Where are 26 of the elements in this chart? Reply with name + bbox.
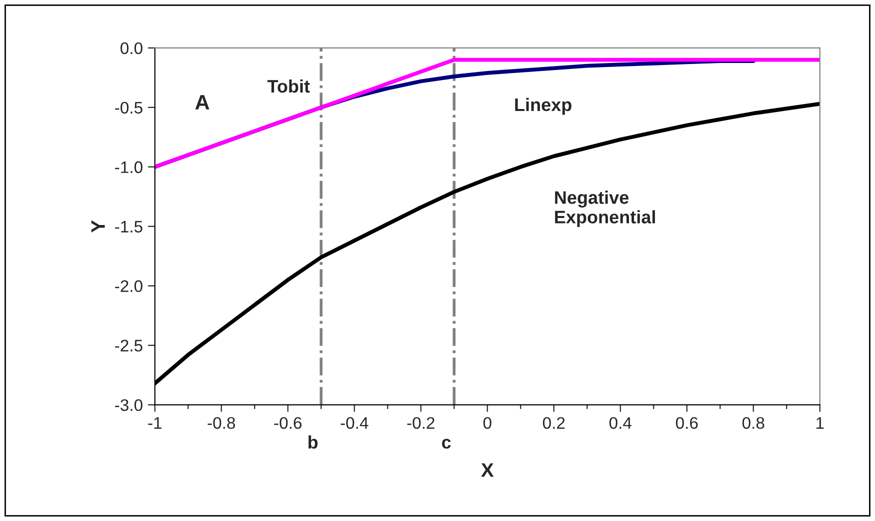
annotation: A [195, 95, 210, 110]
x-tick-label: -0.8 [208, 417, 236, 429]
x-tick-label: 1 [816, 417, 824, 429]
y-tick-label: -2.5 [115, 340, 142, 352]
x-tick-label: 0.2 [542, 417, 565, 429]
x-tick-label: -1 [148, 417, 162, 429]
ref-line-label: c [442, 438, 451, 449]
y-tick-label: -3.0 [115, 399, 142, 412]
annotation: Linexp [515, 98, 572, 115]
y-tick-label: -2.0 [115, 280, 142, 292]
y-tick-label: -0.5 [115, 102, 142, 114]
x-tick-label: -0.4 [340, 417, 368, 429]
y-tick-label: -1.0 [115, 161, 142, 174]
x-tick-label: 0.8 [742, 417, 764, 429]
x-tick-label: -0.6 [274, 417, 302, 429]
annotation: Tobit [267, 79, 310, 93]
y-tick-label: -1.5 [115, 220, 142, 233]
ref-line-label: b [308, 435, 318, 449]
x-axis-title: X [481, 463, 494, 477]
x-tick-label: -0.2 [407, 417, 434, 429]
annotation: Negative Exponential [555, 190, 655, 228]
y-axis-title: Y [91, 220, 105, 233]
x-tick-label: 0.4 [609, 417, 632, 429]
x-tick-label: 0 [483, 417, 492, 429]
y-tick-label: 0.0 [120, 42, 142, 54]
x-tick-label: 0.6 [676, 417, 698, 429]
